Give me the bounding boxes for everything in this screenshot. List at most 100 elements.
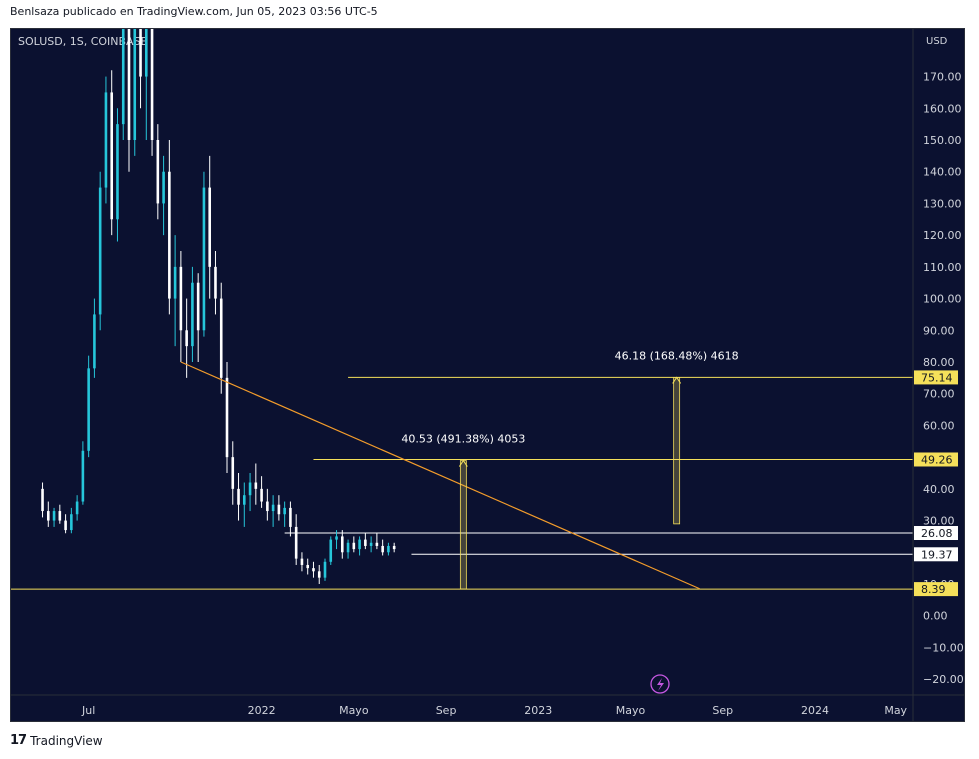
x-tick-label: May	[884, 704, 907, 717]
currency-label: USD	[926, 36, 948, 47]
x-tick-label: Mayo	[339, 704, 369, 717]
candle-body	[104, 92, 108, 188]
candle-body	[162, 171, 165, 204]
candle-body	[191, 282, 194, 347]
level-price-tag	[914, 582, 958, 597]
y-tick-label: 140.00	[923, 166, 962, 179]
footer-brand: TradingView	[30, 733, 103, 748]
candle-body	[375, 542, 379, 546]
candle-body	[75, 501, 79, 515]
trendline	[180, 361, 700, 590]
candle-body	[294, 526, 298, 559]
y-tick-label: 40.00	[923, 483, 955, 496]
measure-range-box	[673, 377, 681, 525]
level-price-tag	[914, 547, 958, 562]
candle-body	[116, 124, 119, 220]
candle-body	[168, 171, 171, 299]
x-tick-label: 2022	[248, 704, 276, 717]
level-price-label: 49.26	[921, 453, 953, 466]
candle-body	[156, 140, 160, 204]
level-price-label: 26.08	[921, 527, 953, 540]
candle-body	[87, 368, 90, 451]
candle-body	[254, 482, 258, 489]
x-tick-label: Mayo	[616, 704, 646, 717]
y-tick-label: 80.00	[923, 356, 955, 369]
x-tick-label: Jul	[81, 704, 95, 717]
tradingview-logo: 17	[10, 733, 27, 748]
measure-arrow-head	[672, 376, 682, 384]
candle-body	[46, 511, 50, 521]
level-price-label: 8.39	[921, 583, 946, 596]
candle-body	[317, 571, 321, 578]
candle-body	[58, 511, 62, 521]
candle-body	[144, 29, 148, 77]
candle-body	[208, 187, 212, 267]
candle-body	[93, 314, 96, 369]
candle-body	[110, 92, 114, 220]
level-price-tag	[914, 526, 958, 541]
candle-body	[358, 539, 361, 550]
candle-body	[121, 29, 125, 125]
candle-body	[335, 536, 338, 540]
lightning-icon	[650, 674, 670, 694]
candle-body	[139, 29, 142, 77]
candle-body	[127, 29, 131, 140]
y-tick-label: 120.00	[923, 229, 962, 242]
candle-body	[306, 564, 310, 569]
y-tick-label: 170.00	[923, 71, 962, 84]
candle-body	[185, 330, 188, 347]
candle-body	[70, 514, 73, 531]
candle-body	[277, 504, 281, 515]
candle-body	[179, 266, 183, 331]
symbol-label: SOLUSD, 1S, COINBASE	[18, 35, 148, 48]
candle-body	[64, 520, 67, 531]
candle-body	[98, 187, 102, 315]
y-tick-label: −20.00	[923, 673, 964, 686]
candle-body	[312, 568, 315, 572]
y-tick-label: 30.00	[923, 515, 955, 528]
measure-range-box	[459, 460, 467, 590]
candle-body	[289, 507, 292, 527]
y-tick-label: 70.00	[923, 388, 955, 401]
candle-body	[352, 542, 356, 550]
level-price-label: 75.14	[921, 371, 953, 384]
candle-body	[392, 545, 396, 550]
candle-body	[364, 539, 367, 546]
candle-body	[300, 558, 304, 565]
candle-body	[173, 266, 177, 299]
candle-body	[329, 539, 333, 562]
lightning-icon-bolt	[657, 678, 664, 691]
level-price-tag	[914, 370, 958, 385]
candle-body	[387, 545, 390, 553]
footer: 17 TradingView	[10, 733, 103, 748]
y-tick-label: 150.00	[923, 134, 962, 147]
candle-body	[340, 536, 344, 553]
candle-body	[41, 488, 44, 512]
candle-body	[219, 298, 223, 378]
level-price-tag	[914, 452, 958, 467]
y-tick-label: 100.00	[923, 293, 962, 306]
candle-body	[202, 187, 206, 331]
publish-header: Benlsaza publicado en TradingView.com, J…	[10, 5, 378, 18]
candle-body	[381, 545, 384, 553]
candle-body	[214, 266, 217, 299]
candle-body	[150, 29, 154, 140]
y-tick-label: 60.00	[923, 419, 955, 432]
y-tick-label: 0.00	[923, 610, 948, 623]
candle-body	[283, 507, 286, 515]
candle-body	[242, 495, 246, 505]
candle-body	[323, 561, 327, 578]
x-tick-label: 2024	[801, 704, 829, 717]
candle-body	[237, 488, 240, 505]
level-price-label: 19.37	[921, 548, 953, 561]
candle-body	[346, 542, 350, 553]
candle-body	[81, 450, 85, 502]
candle-body	[248, 482, 252, 496]
candle-body	[231, 457, 235, 489]
candle-body	[266, 501, 269, 512]
candle-body	[133, 29, 137, 141]
candle-body	[196, 282, 200, 331]
y-tick-label: −10.00	[923, 641, 964, 654]
x-tick-label: Sep	[712, 704, 733, 717]
